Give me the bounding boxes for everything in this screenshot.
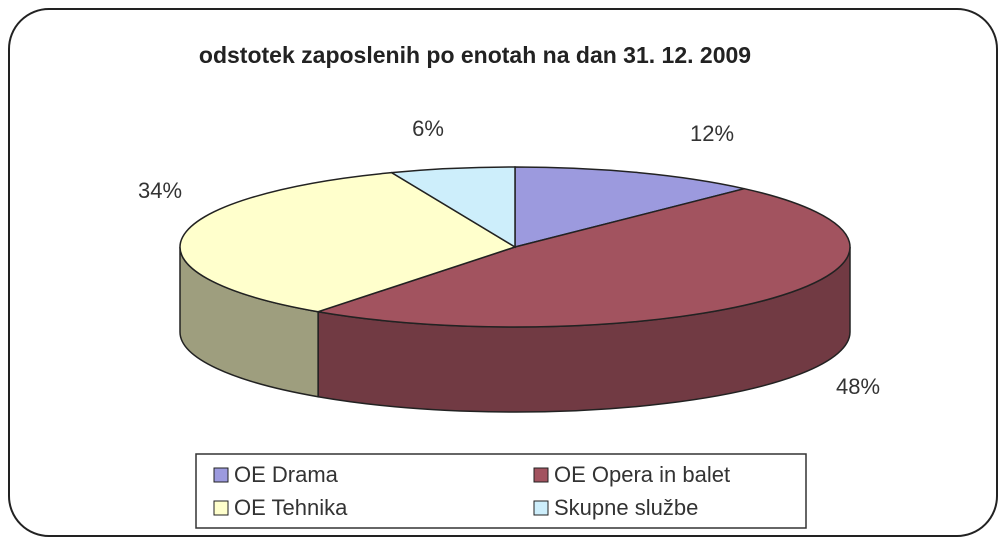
legend-label: OE Tehnika (234, 495, 348, 520)
chart-title: odstotek zaposlenih po enotah na dan 31.… (198, 42, 752, 68)
legend-label: OE Drama (234, 462, 339, 487)
legend-swatch (533, 467, 549, 483)
legend-box (195, 453, 807, 529)
data-label: 12% (690, 121, 734, 146)
legend-label: Skupne službe (554, 495, 698, 520)
legend-swatch (213, 500, 229, 516)
data-label: 6% (412, 116, 444, 141)
pie-slice (179, 171, 517, 313)
data-label: 34% (138, 178, 182, 203)
pie-slice (514, 166, 745, 248)
legend-swatch (533, 500, 549, 516)
pie-slice (317, 187, 851, 328)
legend-swatch (213, 467, 229, 483)
pie-slice (389, 166, 516, 249)
legend-label: OE Opera in balet (554, 462, 730, 487)
data-label: 48% (836, 374, 880, 399)
